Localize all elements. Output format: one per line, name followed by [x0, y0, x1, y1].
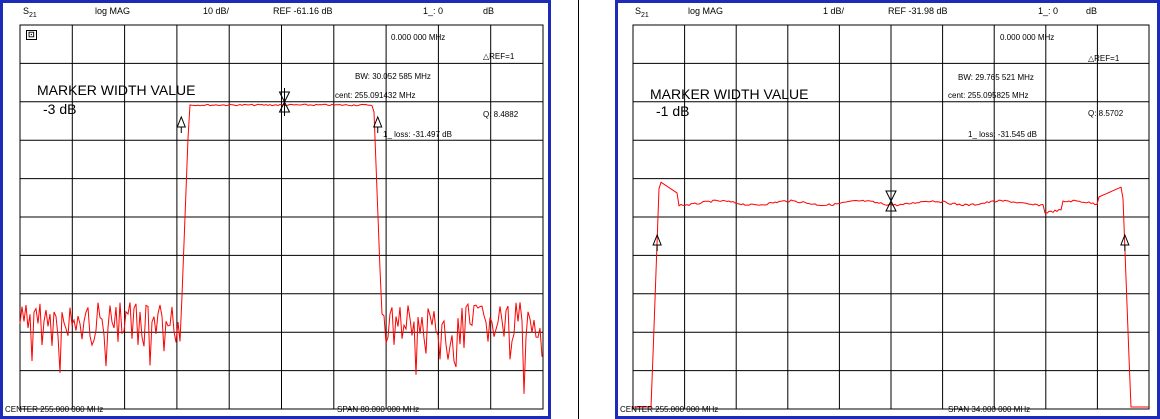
format-label: log MAG — [688, 6, 724, 16]
readout-ref: △REF=1 — [1088, 54, 1120, 63]
ref-label: REF -61.16 dB — [273, 6, 333, 16]
analyzer-screen-left: S21 log MAG 10 dB/ REF -61.16 dB 1_: 0 d… — [0, 0, 551, 419]
scale-label: 1 dB/ — [823, 6, 845, 16]
status-label: 1_: 0 — [1038, 6, 1059, 16]
trace-line — [19, 103, 543, 394]
readout-bw: BW: 29.765 521 MHz — [958, 73, 1034, 82]
readout-loss: 1_ loss: -31.497 dB — [383, 130, 452, 139]
readout-freq: 0.000 000 MHz — [1000, 33, 1055, 42]
readout-q: Q: 8.5702 — [1088, 109, 1124, 118]
status-unit: dB — [1086, 6, 1098, 16]
ref-label: REF -31.98 dB — [888, 6, 948, 16]
span-freq: SPAN 80.000 000 MHz — [337, 405, 420, 414]
param-label: S21 — [23, 6, 37, 19]
marker-level: -1 dB — [656, 103, 690, 119]
marker-level: -3 dB — [43, 101, 77, 117]
trace-plot — [19, 24, 544, 410]
trace-plot — [632, 24, 1150, 410]
marker-1 — [176, 115, 187, 128]
param-label: S21 — [635, 6, 649, 19]
marker-title: MARKER WIDTH VALUE — [37, 82, 196, 98]
center-freq: CENTER 255.000 000 MHz — [5, 405, 104, 414]
readout-loss: 1_ loss: -31.545 dB — [968, 130, 1037, 139]
readout-ref: △REF=1 — [483, 52, 515, 61]
marker-title: MARKER WIDTH VALUE — [650, 86, 809, 102]
readout-q: Q: 8.4882 — [483, 110, 519, 119]
panel-divider — [578, 0, 579, 419]
status-unit: dB — [483, 6, 495, 16]
span-freq: SPAN 34.000 000 MHz — [948, 405, 1031, 414]
scale-label: 10 dB/ — [203, 6, 230, 16]
center-freq: CENTER 255.000 000 MHz — [620, 405, 719, 414]
status-label: 1_: 0 — [423, 6, 444, 16]
cal-icon: ⊡ — [26, 30, 37, 40]
analyzer-screen-right: S21 log MAG 1 dB/ REF -31.98 dB 1_: 0 dB… — [615, 0, 1160, 419]
format-label: log MAG — [95, 6, 131, 16]
readout-cent: cent: 255.095825 MHz — [948, 91, 1029, 100]
readout-bw: BW: 30.052 585 MHz — [355, 72, 431, 81]
readout-cent: cent: 255.091432 MHz — [335, 91, 416, 100]
readout-freq: 0.000 000 MHz — [391, 33, 446, 42]
